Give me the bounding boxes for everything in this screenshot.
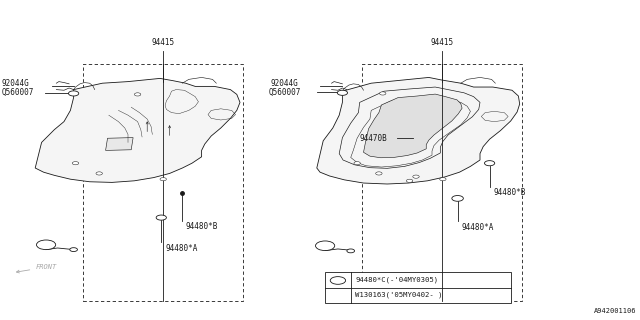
Circle shape (440, 178, 446, 181)
Polygon shape (364, 94, 462, 158)
Polygon shape (106, 138, 133, 150)
Text: 94480*B: 94480*B (493, 188, 526, 197)
Text: Q560007: Q560007 (269, 88, 301, 97)
Bar (325, 272, 511, 303)
Circle shape (347, 249, 355, 253)
Circle shape (160, 178, 166, 181)
Polygon shape (35, 78, 240, 182)
Circle shape (380, 92, 386, 95)
Text: Q560007: Q560007 (1, 88, 34, 97)
Text: 1: 1 (336, 277, 340, 284)
Text: FRONT: FRONT (17, 264, 56, 273)
Circle shape (452, 196, 463, 201)
Bar (362, 64, 522, 301)
Text: 94415: 94415 (430, 38, 453, 47)
Circle shape (36, 240, 56, 250)
Text: 94480*B: 94480*B (186, 222, 218, 231)
Text: 92044G: 92044G (1, 79, 29, 88)
Circle shape (330, 276, 346, 284)
Bar (83, 64, 243, 301)
Text: 94470B: 94470B (360, 134, 387, 143)
Text: 94480*C(-'04MY0305): 94480*C(-'04MY0305) (355, 276, 438, 283)
Text: 94480*A: 94480*A (165, 244, 198, 253)
Text: 1: 1 (323, 243, 327, 249)
Circle shape (96, 172, 102, 175)
Polygon shape (317, 77, 520, 184)
Text: 94415: 94415 (152, 38, 175, 47)
Circle shape (70, 248, 77, 252)
Circle shape (406, 179, 413, 182)
Circle shape (156, 215, 166, 220)
Circle shape (376, 172, 382, 175)
Text: 94480*A: 94480*A (461, 223, 494, 232)
Circle shape (413, 175, 419, 178)
Circle shape (72, 162, 79, 165)
Circle shape (354, 162, 360, 165)
Circle shape (484, 161, 495, 166)
Text: W130163('05MY0402- ): W130163('05MY0402- ) (355, 292, 443, 299)
Text: 92044G: 92044G (270, 79, 298, 88)
Circle shape (68, 91, 79, 96)
Circle shape (316, 241, 335, 251)
Circle shape (134, 93, 141, 96)
Text: A942001106: A942001106 (595, 308, 637, 314)
Circle shape (337, 90, 348, 95)
Text: 1: 1 (44, 242, 48, 248)
